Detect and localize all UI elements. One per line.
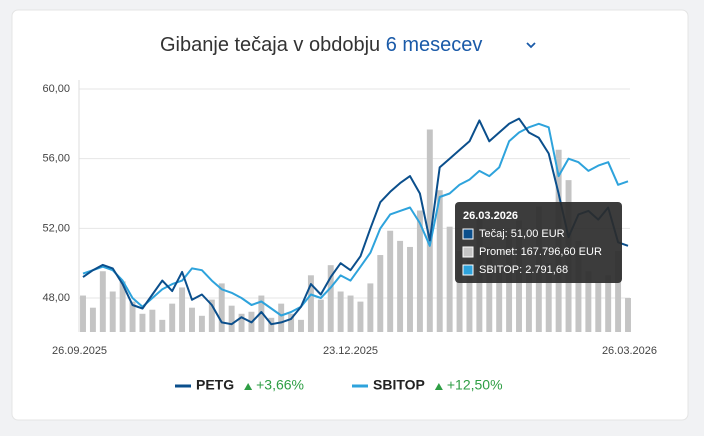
chevron[interactable] (526, 42, 536, 49)
volume-bar (525, 271, 532, 332)
volume-bar (486, 246, 493, 332)
volume-bar (496, 271, 503, 332)
legend-change: +3,66% (256, 377, 304, 393)
tooltip-swatch (462, 264, 474, 276)
volume-bar (506, 234, 513, 332)
volume-bar (545, 263, 552, 332)
volume-bar (397, 240, 404, 332)
volume-bar (367, 283, 374, 332)
volume-bar (426, 129, 433, 332)
legend-name: PETG (196, 377, 234, 393)
price-line (82, 122, 629, 317)
volume-bar (436, 190, 443, 332)
y-tick-label: 48,00 (42, 292, 70, 304)
tooltip-date: 26.03.2026 (463, 210, 518, 222)
volume-bar (149, 309, 156, 332)
y-tick-label: 56,00 (42, 153, 70, 165)
volume-bar (139, 313, 146, 332)
volume-bar (189, 307, 195, 332)
y-tick-label: 60,00 (42, 83, 70, 95)
volume-bar (228, 305, 235, 332)
tooltip-box (455, 202, 622, 283)
up-arrow (434, 383, 443, 390)
volume-bar (80, 295, 86, 332)
volume-bar (466, 261, 473, 332)
volume-bar (575, 240, 582, 332)
volume-bar (179, 287, 186, 332)
volume-bar (585, 271, 592, 332)
y-tick-label: 52,00 (42, 222, 70, 234)
tooltip-row: Tečaj: 51,00 EUR (479, 228, 565, 240)
tooltip-swatch (462, 228, 474, 240)
volume-bar (159, 319, 166, 332)
volume-bar (456, 251, 463, 332)
volume-bar (327, 265, 334, 332)
tooltip-row: Promet: 167.796,60 EUR (479, 246, 602, 258)
tooltip-row: SBITOP: 2.791,68 (479, 264, 568, 276)
up-arrow (244, 383, 253, 390)
volume-bar (298, 319, 304, 332)
volume-bar (595, 281, 602, 332)
volume-bar (129, 301, 136, 332)
volume-bar (615, 251, 622, 332)
volume-bar (446, 226, 453, 332)
volume-bar (605, 275, 612, 332)
legend-name: SBITOP (373, 377, 425, 393)
volume-bar (307, 275, 314, 332)
volume-bar (416, 210, 423, 332)
volume-bar (337, 291, 344, 332)
title-text: Gibanje tečaja v obdobju (160, 34, 380, 56)
volume-bar (258, 295, 265, 332)
volume-bar (238, 313, 245, 332)
x-tick-label: 26.09.2025 (52, 345, 107, 357)
period-select[interactable]: Gibanje tečaja v obdobju 6 mesecev (160, 34, 536, 56)
volume-bar (218, 283, 225, 332)
chart-title: Gibanje tečaja v obdobju 6 mesecev (160, 34, 482, 56)
x-tick-label: 26.03.2026 (602, 345, 657, 357)
volume-bar (357, 301, 364, 332)
tooltip-swatch (462, 246, 474, 258)
volume-bar (288, 313, 295, 332)
volume-bar (109, 291, 116, 332)
x-tick-label: 23.12.2025 (323, 345, 378, 357)
volume-bar (89, 307, 96, 332)
volume-bar (317, 299, 324, 332)
volume-bar (208, 299, 215, 332)
volume-bar (377, 255, 384, 332)
volume-bar (407, 246, 413, 332)
volume-bar (625, 298, 631, 332)
volume-bar (169, 303, 176, 332)
volume-bar (99, 271, 106, 332)
volume-bar (119, 281, 126, 332)
volume-bar (198, 315, 205, 332)
volume-bar (347, 295, 354, 332)
price-line (82, 117, 629, 326)
volume-bar (387, 230, 394, 332)
volume-bar (278, 303, 285, 332)
period[interactable]: 6 mesecev (386, 34, 483, 56)
legend-change: +12,50% (447, 377, 503, 393)
